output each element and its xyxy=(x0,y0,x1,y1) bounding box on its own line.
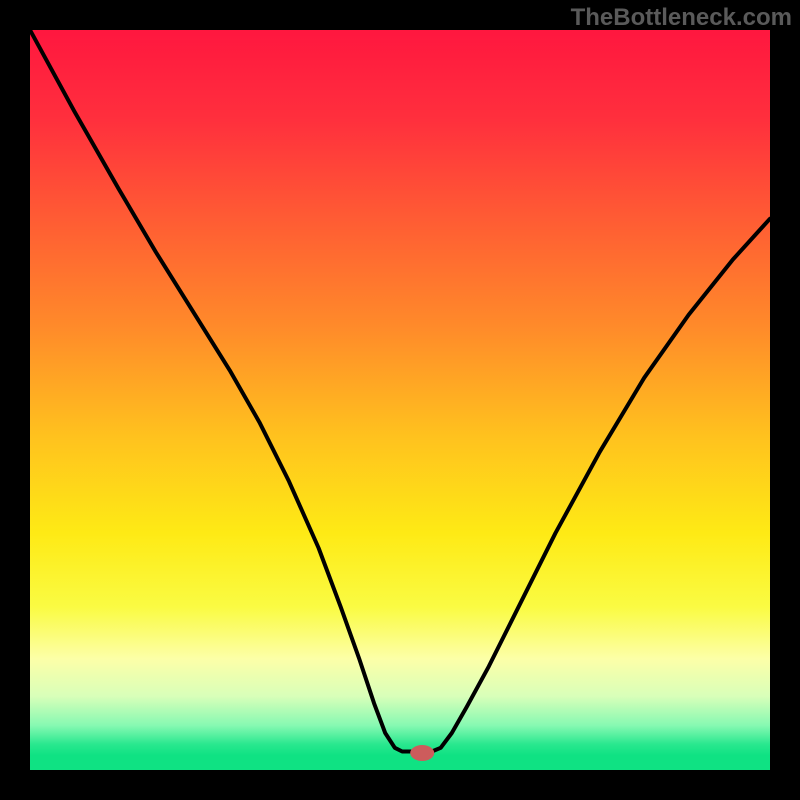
optimum-marker xyxy=(410,745,434,761)
gradient-background xyxy=(30,30,770,770)
bottleneck-curve-chart xyxy=(30,30,770,770)
watermark-text: TheBottleneck.com xyxy=(571,4,792,32)
chart-container: TheBottleneck.com xyxy=(0,0,800,800)
plot-area xyxy=(30,30,770,770)
